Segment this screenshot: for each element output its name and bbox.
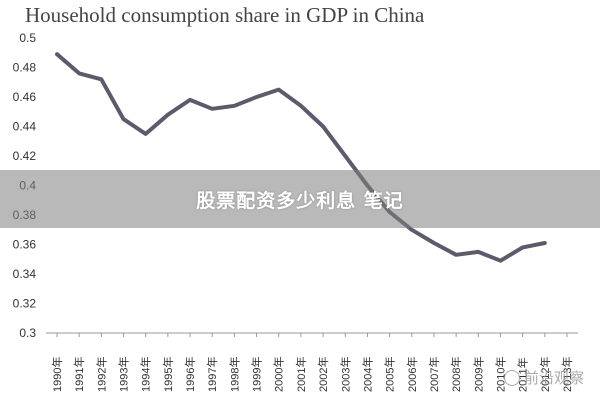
series-line [55,52,547,263]
x-tick-label: 2002年 [316,357,330,392]
x-tick-label: 2010年 [493,357,507,392]
x-tick-label: 2007年 [427,357,441,392]
x-tick-label: 1992年 [94,357,108,392]
x-tick-label: 1997年 [205,357,219,392]
x-tick-label: 2001年 [294,357,308,392]
y-tick-label: 0.48 [13,61,37,75]
y-tick-label: 0.32 [13,297,37,311]
y-tick-label: 0.44 [13,120,37,134]
x-tick-label: 2008年 [449,357,463,392]
watermark-text: 前沿观察 [523,369,584,387]
y-tick-label: 0.5 [19,31,36,45]
overlay-banner: 股票配资多少利息 笔记 [0,170,600,228]
x-tick-label: 2004年 [360,357,374,392]
x-tick-label: 2000年 [272,357,286,392]
y-tick-label: 0.42 [13,149,37,163]
chart-title: Household consumption share in GDP in Ch… [25,3,425,27]
x-tick-label: 1996年 [183,357,197,392]
x-tick-label: 2003年 [338,357,352,392]
watermark-icon [503,369,520,386]
x-tick-label: 1995年 [161,357,175,392]
x-tick-label: 2006年 [405,357,419,392]
x-tick-label: 2005年 [383,357,397,392]
y-tick-label: 0.34 [13,267,37,281]
overlay-text: 股票配资多少利息 笔记 [196,189,404,212]
x-tick-label: 1994年 [139,357,153,392]
watermark: 前沿观察 [503,367,584,388]
x-tick-label: 1993年 [117,357,131,392]
x-tick-label: 1999年 [250,357,264,392]
y-tick-label: 0.46 [13,90,37,104]
x-tick-label: 2011年 [516,357,530,392]
x-tick-label: 1991年 [72,357,86,392]
x-tick-label: 1998年 [227,357,241,392]
x-axis-ticks: 1990年 1991年 1992年 1993年 1994年 1995年 1996年 1997年… [50,333,574,392]
x-tick-label: 2012年 [538,357,552,392]
y-tick-label: 0.3 [19,326,36,340]
x-tick-label: 1990年 [50,357,64,392]
y-tick-label: 0.36 [13,238,37,252]
x-tick-label: 2013年 [560,357,574,392]
x-tick-label: 2009年 [471,357,485,392]
